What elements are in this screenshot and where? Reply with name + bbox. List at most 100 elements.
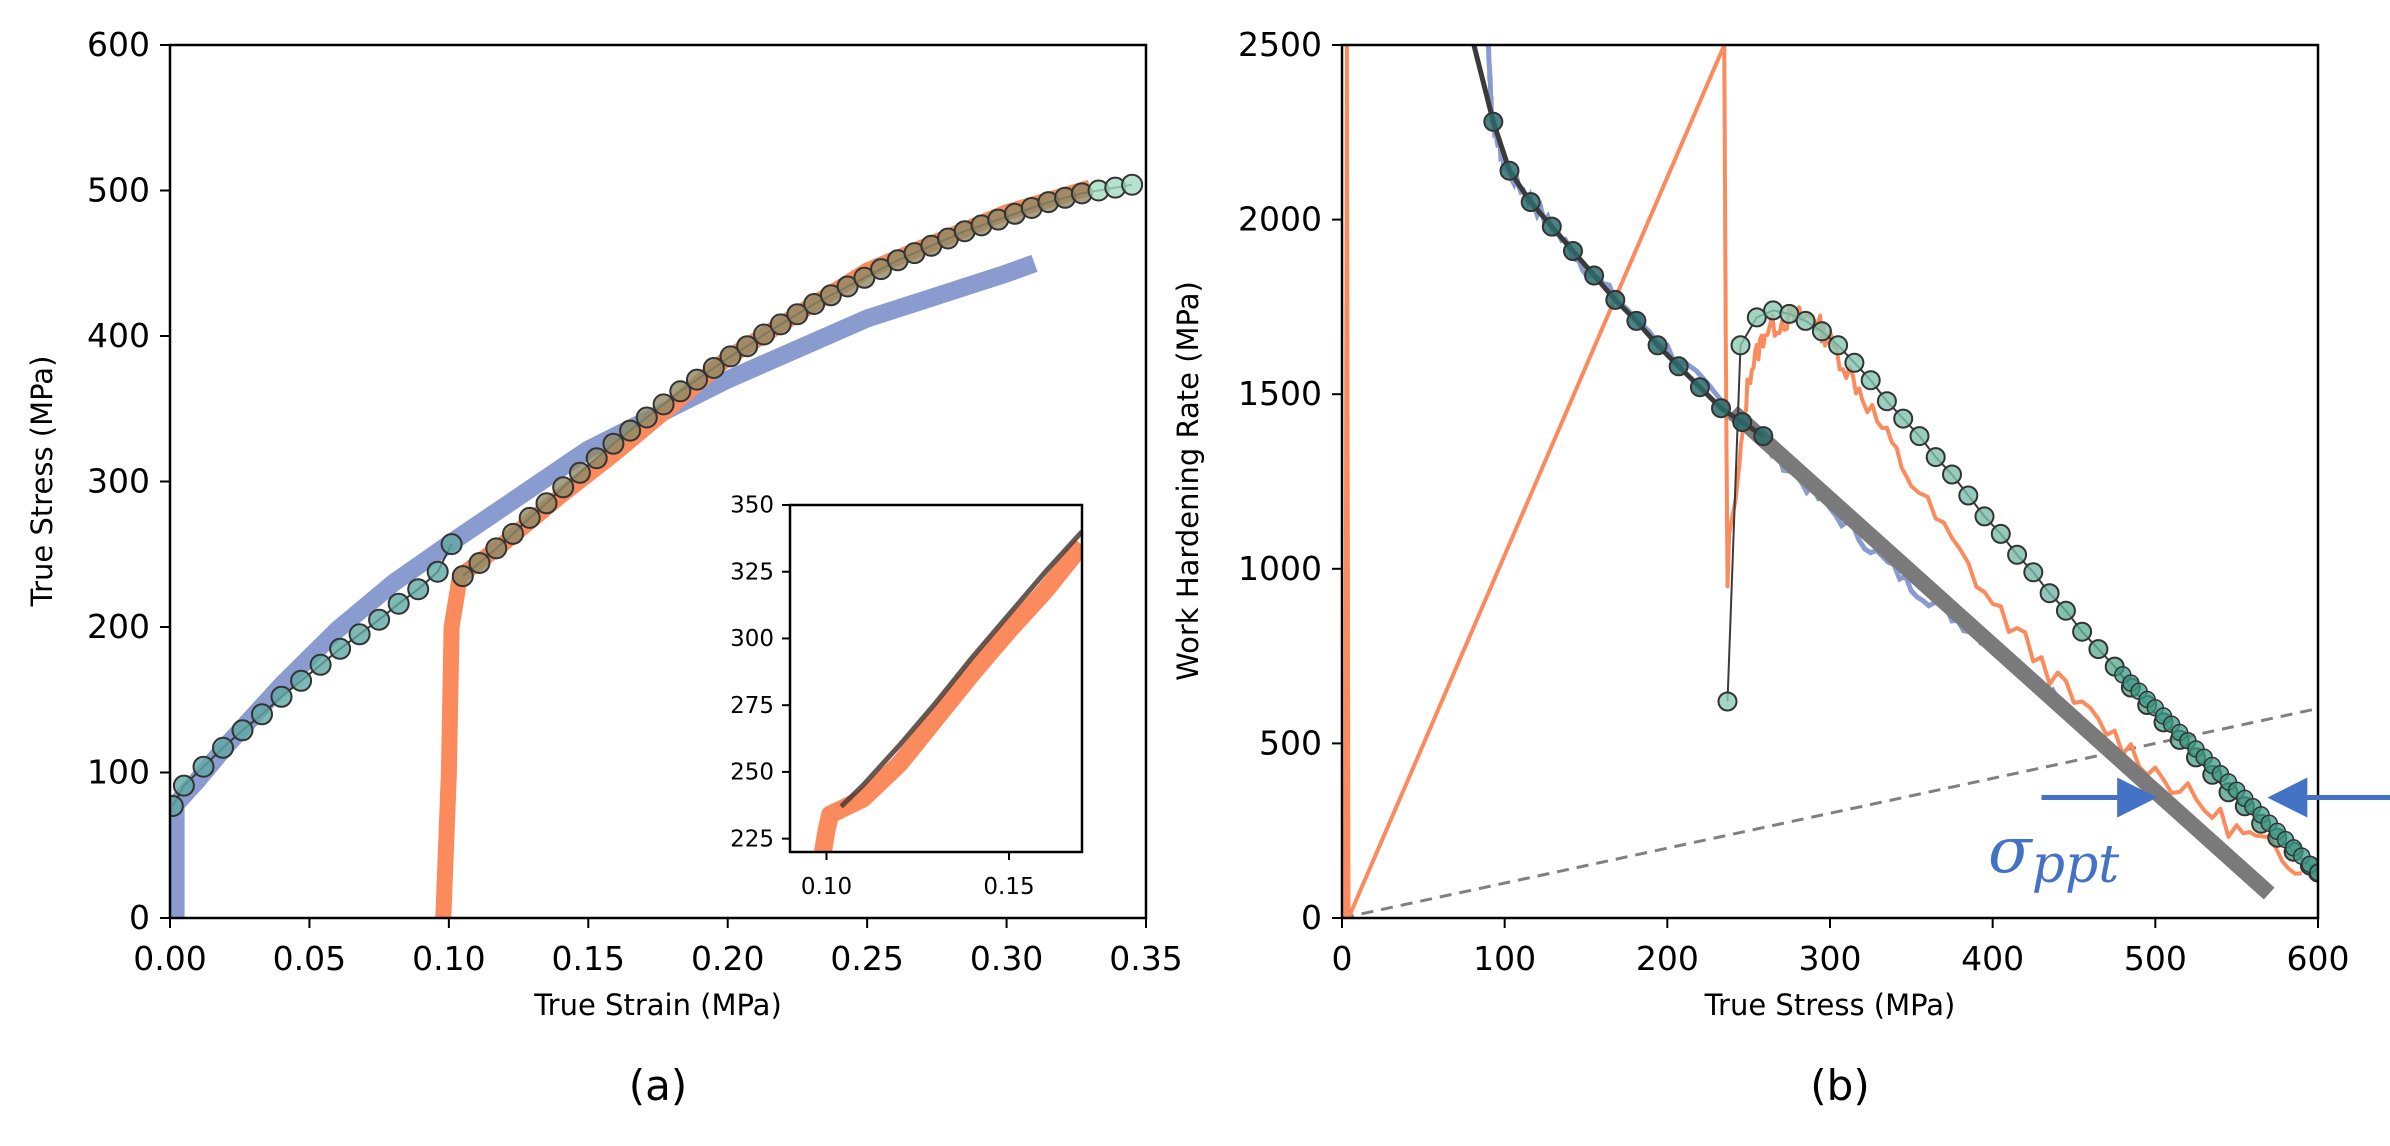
panel-label-b: (b): [1810, 1061, 1869, 1110]
orange-model-marker-b: [1909, 426, 1930, 447]
orange-model-marker: [819, 284, 842, 307]
inset-y-tick-label: 225: [730, 826, 774, 852]
orange-model-marker-b: [2088, 639, 2109, 660]
orange-model-marker: [602, 432, 625, 455]
orange-model-marker: [669, 380, 692, 403]
a-x-tick-label: 0.20: [691, 939, 764, 978]
orange-model-marker: [686, 368, 708, 391]
orange-model-marker-b: [1942, 464, 1962, 485]
chart-panel-b: 0 100 200 300 400 500 60005001000150020002500 …: [1171, 25, 2390, 1110]
series-gray-linear-fit: [1727, 405, 2275, 900]
b-y-tick-label: 1500: [1238, 374, 1322, 413]
blue-model-marker-b: [1753, 426, 1774, 447]
x-axis-label-a: True Strain (MPa): [533, 988, 782, 1022]
blue-model-marker: [309, 653, 332, 676]
a-x-tick-label: 0.05: [273, 939, 346, 978]
orange-model-marker-b: [1893, 408, 1914, 429]
b-y-tick-label: 2500: [1238, 25, 1322, 64]
inset-y-tick-label: 275: [730, 693, 774, 719]
blue-model-marker-b: [1584, 265, 1605, 286]
inset-model-series: [839, 530, 1082, 809]
inset-orange-series: [814, 539, 1082, 852]
a-y-tick-label: 200: [87, 607, 150, 646]
orange-model-marker-b: [1730, 335, 1751, 356]
chart-panel-a: 0.00 0.05 0.10 0.15 0.20 0.25 0.30 0.35 0 100 200 3…: [25, 25, 1183, 1110]
plot-frame-a: [168, 43, 1148, 920]
y-axis-label-b: Work Hardening Rate (MPa): [1171, 281, 1205, 681]
orange-model-marker-b: [1925, 447, 1946, 468]
blue-model-marker-b: [1711, 398, 1731, 419]
orange-model-marker: [485, 537, 508, 560]
orange-model-marker-b: [1990, 523, 2011, 544]
b-x-tick-label: 400: [1961, 939, 2024, 978]
orange-model-marker-b: [1795, 310, 1816, 331]
panel-label-a: (a): [629, 1061, 688, 1110]
orange-model-marker: [552, 476, 575, 499]
blue-model-marker: [231, 719, 254, 742]
orange-model-marker: [1121, 173, 1144, 196]
b-x-tick-label: 500: [2124, 939, 2187, 978]
a-y-tick-label: 100: [87, 753, 150, 792]
a-x-tick-label: 0.30: [970, 939, 1043, 978]
orange-model-marker-b: [2309, 863, 2318, 882]
blue-model-marker: [270, 685, 293, 708]
inset-y-tick-label: 350: [730, 493, 774, 519]
inset-x-tick-label: 0.10: [801, 874, 852, 900]
b-y-tick-label: 2000: [1238, 200, 1322, 239]
orange-model-marker: [451, 565, 474, 588]
series-dashed-reference: [1342, 707, 2318, 918]
orange-model-marker: [786, 303, 809, 326]
orange-model-marker: [769, 313, 792, 336]
blue-model-marker-b: [1499, 160, 1520, 181]
blue-model-marker-b: [1732, 412, 1753, 433]
blue-model-marker-b: [1689, 377, 1710, 398]
orange-model-marker-b: [1958, 485, 1979, 506]
blue-model-marker-b: [1626, 310, 1647, 331]
orange-model-marker-b: [1811, 321, 1832, 342]
orange-model-marker-b: [1828, 335, 1849, 356]
blue-model-marker: [387, 592, 410, 615]
inset-y-tick-label: 300: [730, 626, 774, 652]
a-x-tick-label: 0.15: [552, 939, 625, 978]
a-y-tick-label: 500: [87, 171, 150, 210]
orange-model-marker: [736, 335, 759, 358]
orange-model-marker: [535, 492, 558, 515]
blue-model-marker: [426, 560, 449, 583]
orange-model-marker: [719, 345, 742, 368]
inset-x-tick-label: 0.15: [983, 874, 1034, 900]
orange-model-marker-b: [1717, 691, 1738, 712]
orange-model-marker: [619, 419, 642, 442]
series-orange-measured-b: [1343, 45, 2302, 918]
orange-model-marker: [518, 506, 541, 529]
blue-model-marker: [368, 608, 391, 631]
a-x-tick-label: 0.35: [1109, 939, 1182, 978]
b-y-tick-label: 1000: [1238, 549, 1322, 588]
blue-model-marker-b: [1647, 335, 1668, 356]
orange-model-marker: [468, 552, 491, 574]
series-blue-model-line-b: [1471, 45, 1765, 439]
orange-model-marker: [702, 357, 725, 379]
orange-model-marker-b: [2007, 544, 2028, 565]
a-y-tick-label: 400: [87, 316, 150, 355]
series-blue-measured-b: [1485, 45, 2060, 703]
orange-model-marker-b: [1746, 307, 1767, 328]
orange-model-marker-b: [1974, 506, 1995, 527]
blue-model-marker-b: [1668, 356, 1689, 377]
x-axis-label-b: True Stress (MPa): [1704, 988, 1956, 1022]
blue-model-marker: [440, 533, 463, 556]
orange-model-marker-b: [1844, 352, 1865, 373]
sigma-ppt-label: σppt: [1988, 814, 2119, 895]
orange-model-marker-b: [2039, 583, 2060, 604]
blue-model-marker: [172, 774, 195, 797]
orange-model-marker-b: [2023, 562, 2044, 583]
blue-model-marker: [348, 623, 371, 646]
blue-model-marker-b: [1563, 241, 1583, 261]
y-axis-label-a: True Stress (MPa): [25, 356, 59, 608]
b-x-tick-label: 100: [1473, 939, 1536, 978]
a-x-tick-label: 0.10: [412, 939, 485, 978]
series-blue-model-line: [171, 543, 453, 807]
orange-model-marker: [585, 447, 608, 470]
blue-model-marker: [407, 578, 430, 601]
b-x-tick-label: 0: [1332, 939, 1353, 978]
blue-model-marker: [251, 703, 273, 726]
